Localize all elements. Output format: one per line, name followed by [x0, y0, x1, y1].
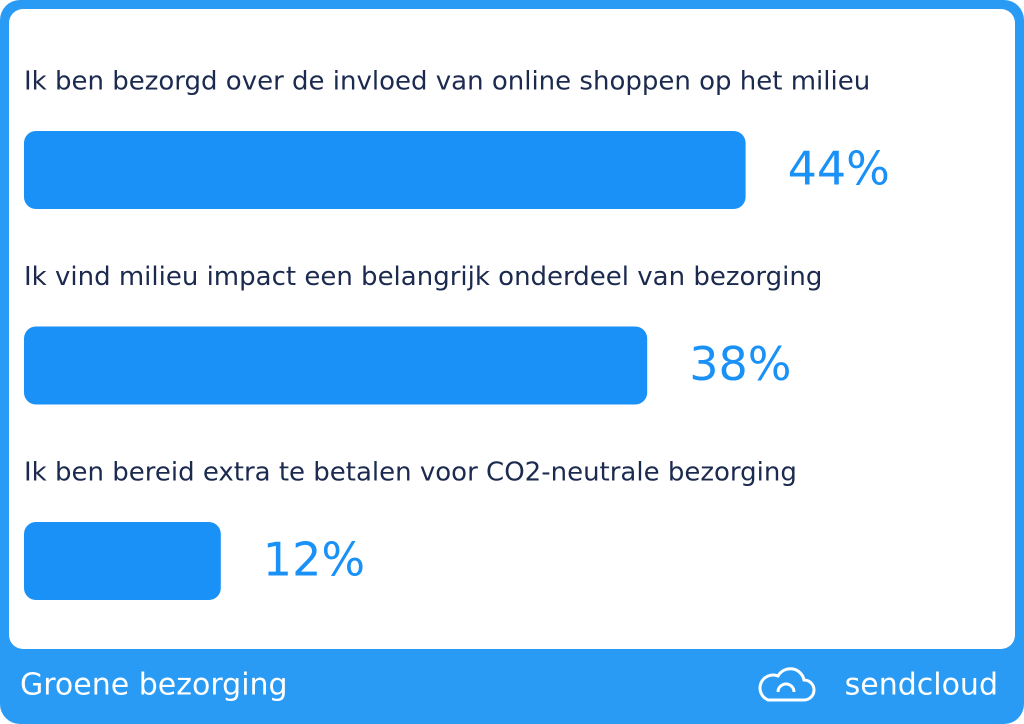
category-label: Ik ben bezorgd over de invloed van onlin… — [24, 67, 870, 97]
value-label: 38% — [689, 337, 791, 391]
brand-logo — [758, 667, 816, 702]
footer-title: Groene bezorging — [20, 668, 288, 703]
bar — [24, 326, 648, 405]
category-label: Ik ben bereid extra te betalen voor CO2-… — [24, 458, 797, 488]
value-label: 44% — [788, 142, 890, 196]
bar — [24, 131, 746, 209]
brand-name: sendcloud — [845, 668, 998, 703]
category-label: Ik vind milieu impact een belangrijk ond… — [24, 262, 822, 292]
value-label: 12% — [263, 533, 365, 587]
bar — [24, 522, 221, 600]
